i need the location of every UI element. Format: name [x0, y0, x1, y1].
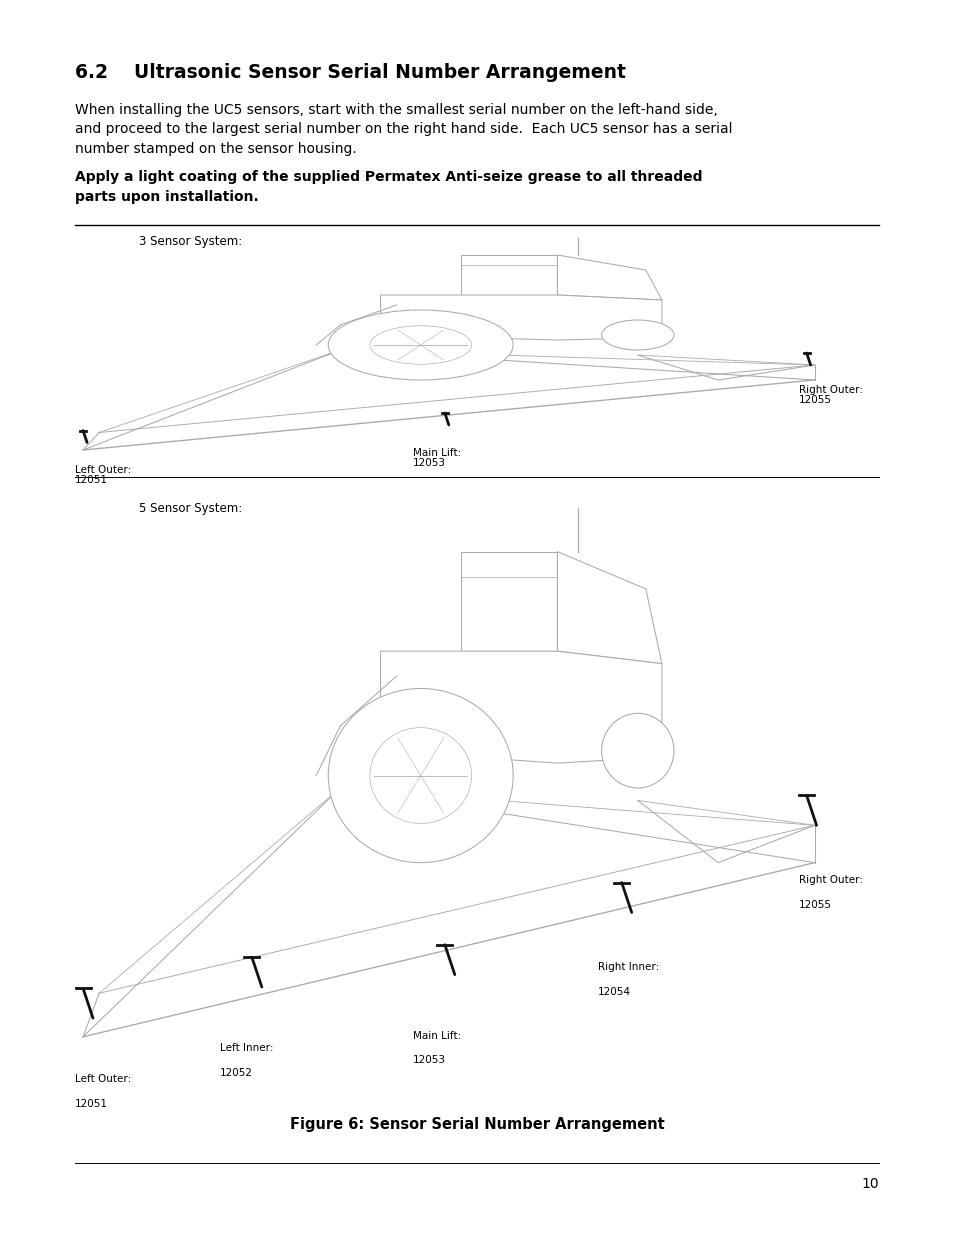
Text: 10: 10: [861, 1177, 878, 1191]
Text: Figure 6: Sensor Serial Number Arrangement: Figure 6: Sensor Serial Number Arrangeme…: [290, 1116, 663, 1132]
Ellipse shape: [328, 688, 513, 862]
Polygon shape: [460, 254, 557, 295]
Text: Left Outer:: Left Outer:: [75, 466, 132, 475]
Text: 12051: 12051: [75, 475, 108, 485]
Text: 12055: 12055: [798, 900, 831, 910]
Text: Right Inner:: Right Inner:: [597, 962, 659, 972]
Text: 12051: 12051: [75, 1099, 108, 1109]
Ellipse shape: [370, 326, 471, 364]
Text: 12053: 12053: [413, 457, 445, 468]
Text: 12055: 12055: [798, 395, 831, 405]
Ellipse shape: [328, 310, 513, 380]
Text: Main Lift:: Main Lift:: [413, 1030, 460, 1041]
Text: When installing the UC5 sensors, start with the smallest serial number on the le: When installing the UC5 sensors, start w…: [75, 103, 732, 156]
Ellipse shape: [601, 320, 673, 350]
Text: 3 Sensor System:: 3 Sensor System:: [139, 235, 242, 248]
Text: 12054: 12054: [597, 987, 630, 997]
Text: 5 Sensor System:: 5 Sensor System:: [139, 501, 242, 515]
Text: Right Outer:: Right Outer:: [798, 385, 862, 395]
Ellipse shape: [370, 727, 471, 824]
Text: 12052: 12052: [219, 1068, 253, 1078]
Polygon shape: [557, 254, 661, 300]
Ellipse shape: [601, 714, 673, 788]
Text: Right Outer:: Right Outer:: [798, 876, 862, 885]
Polygon shape: [380, 295, 661, 340]
Text: Main Lift:: Main Lift:: [413, 447, 460, 457]
Text: 6.2    Ultrasonic Sensor Serial Number Arrangement: 6.2 Ultrasonic Sensor Serial Number Arra…: [75, 63, 625, 82]
Polygon shape: [380, 651, 661, 763]
Text: Left Inner:: Left Inner:: [219, 1044, 273, 1053]
Polygon shape: [557, 552, 661, 663]
Text: 12053: 12053: [413, 1056, 445, 1066]
Text: Apply a light coating of the supplied Permatex Anti-seize grease to all threaded: Apply a light coating of the supplied Pe…: [75, 170, 701, 204]
Polygon shape: [460, 552, 557, 651]
Text: Left Outer:: Left Outer:: [75, 1074, 132, 1084]
